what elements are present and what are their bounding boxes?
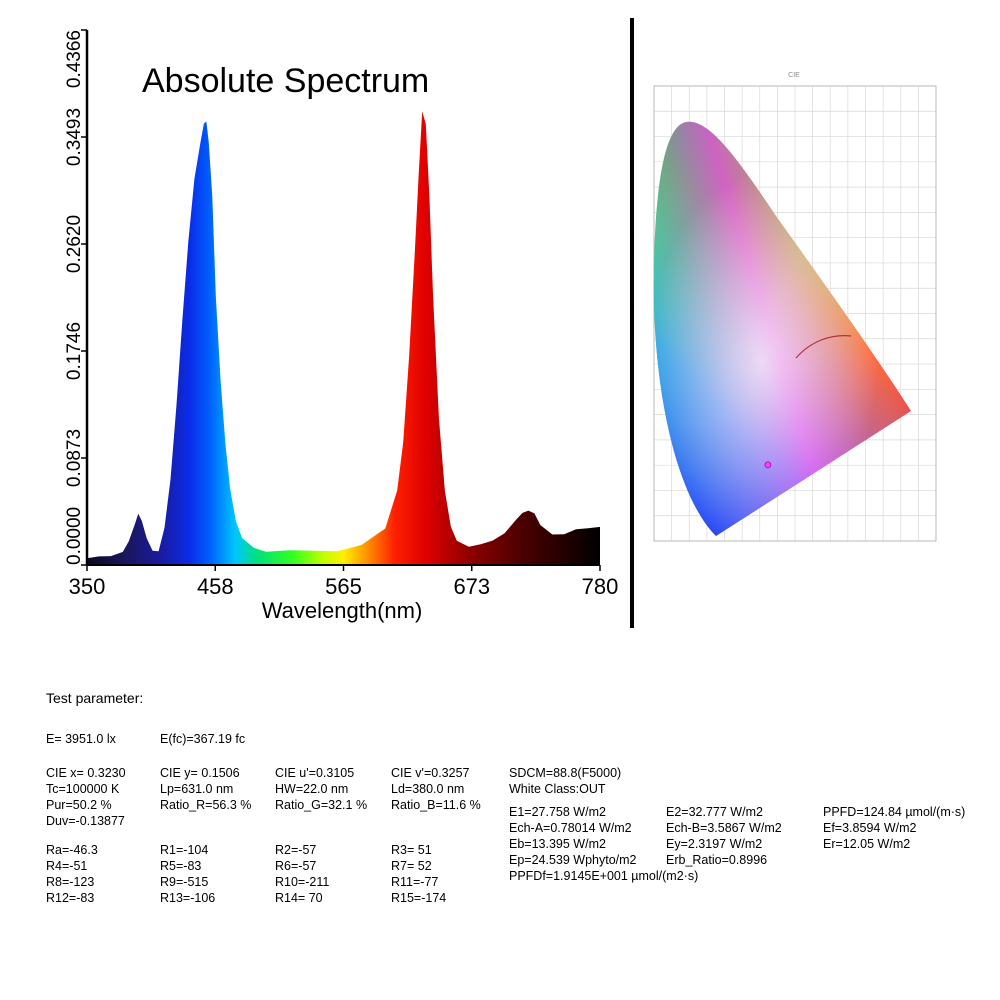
param-ey: Ey=2.3197 W/m2	[666, 837, 763, 851]
param-col-5: E1=27.758 W/m2 Ech-A=0.78014 W/m2 Eb=13.…	[509, 804, 698, 884]
param-r8: R8=-123	[46, 875, 95, 889]
cri-col-3: R2=-57 R6=-57 R10=-211 R14= 70	[275, 842, 329, 906]
x-tick-labels: 350 458 565 673 780	[69, 565, 619, 599]
cie-measured-point	[764, 461, 772, 469]
param-r14: R14= 70	[275, 891, 323, 905]
param-r15: R15=-174	[391, 891, 447, 905]
param-r3: R3= 51	[391, 843, 432, 857]
cie-gamut	[653, 121, 911, 536]
param-col-2: CIE y= 0.1506 Lp=631.0 nm Ratio_R=56.3 %	[160, 765, 251, 813]
x-tick-label: 350	[69, 574, 106, 599]
param-cie-v: CIE v'=0.3257	[391, 766, 470, 780]
x-axis-label: Wavelength(nm)	[262, 598, 423, 623]
param-r1: R1=-104	[160, 843, 209, 857]
y-tick-label: 0.0873	[64, 429, 85, 487]
y-tick-label: 0.2620	[64, 215, 85, 273]
param-r7: R7= 52	[391, 859, 432, 873]
cri-col-1: Ra=-46.3 R4=-51 R8=-123 R12=-83	[46, 842, 98, 906]
spectrum-axes	[85, 30, 600, 566]
param-pur: Pur=50.2 %	[46, 798, 112, 812]
param-fc: E(fc)=367.19 fc	[160, 732, 246, 746]
param-illuminance: E= 3951.0 lx	[46, 731, 116, 747]
param-r13: R13=-106	[160, 891, 216, 905]
y-tick-label: 0.1746	[64, 322, 85, 380]
y-tick-labels: 0.0000 0.0873 0.1746 0.2620 0.3493 0.4366	[64, 29, 87, 566]
param-ratio-b: Ratio_B=11.6 %	[391, 798, 481, 812]
param-cie-u: CIE u'=0.3105	[275, 766, 355, 780]
y-tick-label: 0.0000	[64, 507, 85, 565]
spectrum-area	[87, 111, 600, 566]
panel-divider	[630, 18, 634, 628]
test-parameter-title: Test parameter:	[46, 690, 144, 706]
param-r4: R4=-51	[46, 859, 88, 873]
x-tick-label: 780	[582, 574, 619, 599]
x-tick-label: 565	[325, 574, 362, 599]
param-eb: Eb=13.395 W/m2	[509, 837, 606, 851]
param-sdcm-block: SDCM=88.8(F5000) White Class:OUT	[509, 765, 621, 797]
param-col-6: E2=32.777 W/m2 Ech-B=3.5867 W/m2 Ey=2.31…	[666, 804, 782, 868]
param-footcandle: E(fc)=367.19 fc	[160, 731, 245, 747]
param-r5: R5=-83	[160, 859, 202, 873]
param-cie-x: CIE x= 0.3230	[46, 766, 126, 780]
param-r10: R10=-211	[275, 875, 330, 889]
param-ech-a: Ech-A=0.78014 W/m2	[509, 821, 632, 835]
param-sdcm: SDCM=88.8(F5000)	[509, 766, 622, 780]
param-lp: Lp=631.0 nm	[160, 782, 234, 796]
param-e1: E1=27.758 W/m2	[509, 805, 606, 819]
param-ppfd: PPFD=124.84 µmol/(m·s)	[823, 805, 966, 819]
param-r11: R11=-77	[391, 875, 439, 889]
param-col-7: PPFD=124.84 µmol/(m·s) Ef=3.8594 W/m2 Er…	[823, 804, 965, 852]
spectrum-chart: Absolute Spectrum Wavelength(nm) 0.00000…	[64, 29, 619, 623]
param-col-1: CIE x= 0.3230 Tc=100000 K Pur=50.2 % Duv…	[46, 765, 126, 829]
param-duv: Duv=-0.13877	[46, 814, 125, 828]
param-r6: R6=-57	[275, 859, 317, 873]
param-hw: HW=22.0 nm	[275, 782, 349, 796]
param-ld: Ld=380.0 nm	[391, 782, 465, 796]
param-ratio-g: Ratio_G=32.1 %	[275, 798, 368, 812]
param-ppfdf: PPFDf=1.9145E+001 µmol/(m2·s)	[509, 869, 699, 883]
y-tick-label: 0.4366	[64, 30, 85, 88]
param-ech-b: Ech-B=3.5867 W/m2	[666, 821, 782, 835]
param-tc: Tc=100000 K	[46, 782, 120, 796]
param-white-class: White Class:OUT	[509, 782, 606, 796]
param-e2: E2=32.777 W/m2	[666, 805, 763, 819]
y-tick-label: 0.3493	[64, 108, 85, 166]
param-cie-y: CIE y= 0.1506	[160, 766, 240, 780]
cri-col-4: R3= 51 R7= 52 R11=-77 R15=-174	[391, 842, 446, 906]
param-lx: E= 3951.0 lx	[46, 732, 116, 746]
cie-title: CIE	[788, 72, 800, 79]
param-r9: R9=-515	[160, 875, 209, 889]
chart-title: Absolute Spectrum	[142, 62, 429, 100]
param-ep: Ep=24.539 Wphyto/m2	[509, 853, 637, 867]
param-ratio-r: Ratio_R=56.3 %	[160, 798, 252, 812]
param-ra: Ra=-46.3	[46, 843, 98, 857]
param-er: Er=12.05 W/m2	[823, 837, 911, 851]
param-r12: R12=-83	[46, 891, 95, 905]
param-erb-ratio: Erb_Ratio=0.8996	[666, 853, 768, 867]
cie-diagram: CIE	[636, 66, 948, 576]
cri-col-2: R1=-104 R5=-83 R9=-515 R13=-106	[160, 842, 215, 906]
x-tick-label: 458	[197, 574, 234, 599]
param-col-3: CIE u'=0.3105 HW=22.0 nm Ratio_G=32.1 %	[275, 765, 367, 813]
cie-frame	[653, 85, 937, 542]
x-tick-label: 673	[453, 574, 490, 599]
param-ef: Ef=3.8594 W/m2	[823, 821, 917, 835]
param-r2: R2=-57	[275, 843, 317, 857]
param-col-4: CIE v'=0.3257 Ld=380.0 nm Ratio_B=11.6 %	[391, 765, 481, 813]
